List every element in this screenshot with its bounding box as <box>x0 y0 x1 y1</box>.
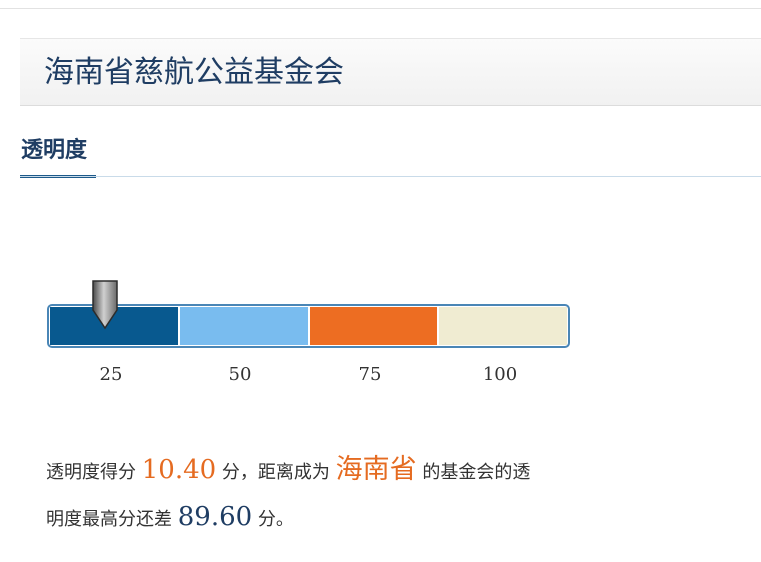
top-divider <box>0 8 761 9</box>
gauge-tick-label: 25 <box>99 364 123 385</box>
page-title: 海南省慈航公益基金会 <box>44 55 344 90</box>
gauge-tick-label: 100 <box>482 364 518 385</box>
gauge-segment-4 <box>437 307 567 345</box>
gauge-tick-label: 50 <box>228 364 252 385</box>
summary-text: 明度最高分还差 <box>46 509 172 530</box>
header-band: 海南省慈航公益基金会 <box>20 38 761 106</box>
score-value: 10.40 <box>141 455 217 485</box>
gauge-tick-label: 75 <box>358 364 382 385</box>
summary-text: 的基金会的透 <box>422 462 531 483</box>
summary-text: 分。 <box>257 509 294 530</box>
score-summary: 透明度得分 10.40 分，距离成为 海南省 的基金会的透 明度最高分还差 89… <box>46 448 606 542</box>
summary-text: 透明度得分 <box>46 462 136 483</box>
gap-value: 89.60 <box>177 502 253 532</box>
transparency-gauge <box>47 304 570 348</box>
province-link[interactable]: 海南省 <box>335 454 417 485</box>
summary-text: 分，距离成为 <box>221 462 330 483</box>
pointer-marker-icon <box>92 280 118 330</box>
tab-label: 透明度 <box>21 138 88 163</box>
gauge-segment-2 <box>177 307 308 345</box>
tab-bar-divider <box>20 176 761 177</box>
gauge-segment-3 <box>307 307 438 345</box>
tab-transparency[interactable]: 透明度 <box>20 128 96 178</box>
